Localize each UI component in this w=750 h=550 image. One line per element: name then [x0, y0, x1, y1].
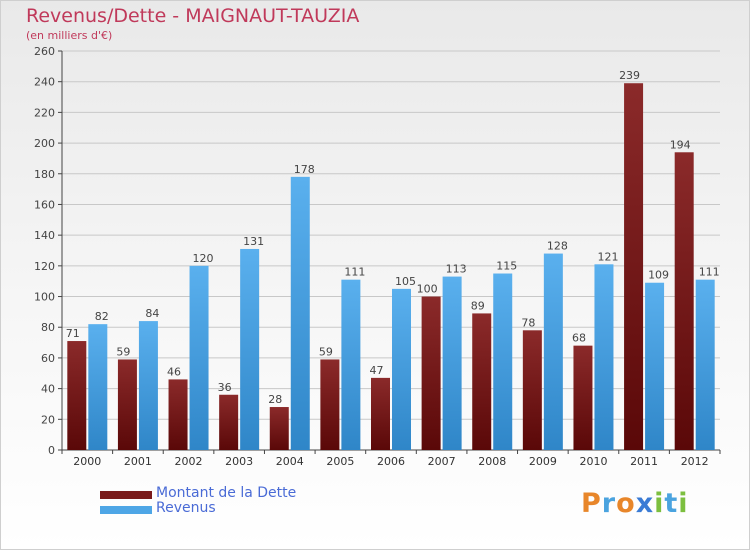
logo-letter: r	[601, 488, 617, 519]
bar-dette-2008	[472, 313, 492, 450]
legend-swatch-dette	[100, 491, 152, 499]
x-tick-label-2002: 2002	[175, 455, 203, 468]
bar-revenus-2000	[88, 324, 108, 450]
data-label-revenus-2011: 109	[648, 269, 669, 282]
x-tick-label-2011: 2011	[630, 455, 658, 468]
logo-letter: i	[678, 488, 689, 519]
bar-revenus-2003	[240, 248, 260, 450]
bar-revenus-2004	[290, 176, 310, 451]
x-tick-label-2007: 2007	[428, 455, 456, 468]
x-tick-label-2000: 2000	[73, 455, 101, 468]
y-tick-label-260: 260	[34, 45, 55, 58]
y-tick-label-120: 120	[34, 260, 55, 273]
logo-letter: P	[581, 488, 602, 519]
y-tick-label-20: 20	[41, 413, 55, 426]
bar-revenus-2009	[543, 253, 563, 450]
data-label-dette-2004: 28	[268, 393, 282, 406]
y-tick-label-60: 60	[41, 352, 55, 365]
bar-revenus-2010	[594, 264, 614, 450]
data-label-dette-2010: 68	[572, 332, 586, 345]
data-label-revenus-2001: 84	[145, 307, 159, 320]
data-label-revenus-2005: 111	[344, 266, 365, 279]
y-tick-label-180: 180	[34, 168, 55, 181]
data-label-dette-2011: 239	[619, 69, 640, 82]
y-tick-label-40: 40	[41, 383, 55, 396]
x-tick-label-2009: 2009	[529, 455, 557, 468]
data-label-dette-2001: 59	[116, 345, 130, 358]
x-tick-label-2004: 2004	[276, 455, 304, 468]
x-tick-label-2003: 2003	[225, 455, 253, 468]
bar-revenus-2008	[493, 273, 513, 450]
y-tick-label-0: 0	[48, 444, 55, 457]
data-label-dette-2006: 47	[370, 364, 384, 377]
logo-letter: x	[635, 488, 655, 519]
logo-letter: t	[664, 488, 679, 519]
x-tick-label-2006: 2006	[377, 455, 405, 468]
bar-dette-2011	[624, 83, 644, 450]
x-tick-label-2010: 2010	[579, 455, 607, 468]
data-label-dette-2002: 46	[167, 365, 181, 378]
y-tick-label-220: 220	[34, 106, 55, 119]
x-tick-label-2008: 2008	[478, 455, 506, 468]
data-label-revenus-2012: 111	[699, 266, 720, 279]
bar-dette-2012	[674, 152, 694, 451]
y-tick-label-240: 240	[34, 76, 55, 89]
x-tick-label-2001: 2001	[124, 455, 152, 468]
logo-letter: i	[654, 488, 665, 519]
bar-dette-2000	[67, 341, 87, 450]
bar-revenus-2011	[645, 282, 665, 450]
data-label-revenus-2007: 113	[446, 263, 467, 276]
data-label-revenus-2000: 82	[95, 310, 109, 323]
data-label-revenus-2003: 131	[243, 235, 264, 248]
data-label-revenus-2009: 128	[547, 240, 568, 253]
bar-dette-2006	[371, 377, 390, 450]
bar-revenus-2005	[341, 279, 361, 450]
data-label-revenus-2004: 178	[294, 163, 315, 176]
data-label-dette-2009: 78	[521, 316, 535, 329]
data-label-dette-2012: 194	[670, 138, 691, 151]
data-label-dette-2003: 36	[218, 381, 232, 394]
bar-dette-2001	[117, 359, 137, 450]
chart-subtitle: (en milliers d'€)	[26, 29, 113, 42]
legend-label-revenus: Revenus	[156, 500, 216, 516]
data-label-dette-2005: 59	[319, 345, 333, 358]
chart-title: Revenus/Dette - MAIGNAUT-TAUZIA	[26, 5, 360, 27]
data-label-revenus-2008: 115	[496, 260, 517, 273]
bar-dette-2009	[522, 330, 542, 450]
bar-dette-2007	[421, 296, 441, 450]
bar-revenus-2002	[189, 265, 209, 450]
bar-dette-2010	[573, 345, 593, 450]
y-tick-label-200: 200	[34, 137, 55, 150]
x-tick-label-2005: 2005	[326, 455, 354, 468]
bar-revenus-2001	[138, 321, 158, 450]
bar-dette-2002	[168, 379, 188, 450]
bar-revenus-2006	[392, 288, 411, 450]
data-label-revenus-2002: 120	[193, 252, 214, 265]
data-label-revenus-2006: 105	[395, 275, 416, 288]
bar-dette-2003	[219, 394, 239, 450]
x-tick-label-2012: 2012	[681, 455, 709, 468]
y-tick-label-160: 160	[34, 198, 55, 211]
data-label-revenus-2010: 121	[597, 250, 618, 263]
y-tick-label-100: 100	[34, 291, 55, 304]
y-tick-label-80: 80	[41, 321, 55, 334]
logo-letter: o	[616, 488, 636, 519]
y-tick-label-140: 140	[34, 229, 55, 242]
legend-label-dette: Montant de la Dette	[156, 485, 297, 501]
bar-dette-2004	[269, 407, 289, 450]
bar-revenus-2012	[695, 279, 715, 450]
bar-revenus-2007	[442, 276, 462, 450]
legend-swatch-revenus	[100, 506, 152, 514]
bar-dette-2005	[320, 359, 340, 450]
proxiti-logo: Proxiti	[581, 488, 689, 519]
data-label-dette-2007: 100	[417, 283, 438, 296]
data-label-dette-2008: 89	[471, 299, 485, 312]
data-label-dette-2000: 71	[66, 327, 80, 340]
